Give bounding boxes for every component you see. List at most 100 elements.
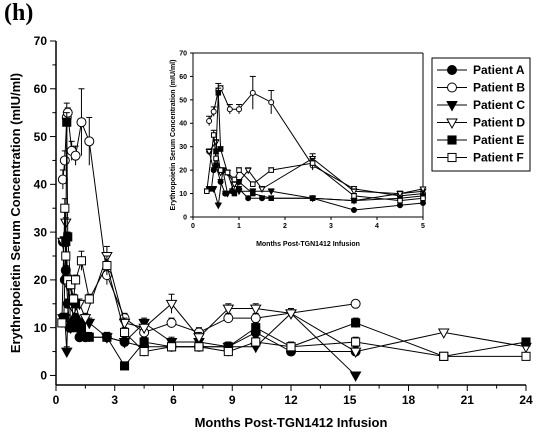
inset-y-tick-label: 50 bbox=[179, 97, 187, 104]
inset-x-tick-label: 5 bbox=[421, 223, 425, 230]
legend-label-patient-e: Patient E bbox=[473, 133, 524, 147]
inset-point-patient-d bbox=[258, 186, 266, 193]
main-point-patient-c bbox=[349, 371, 362, 382]
main-point-patient-f bbox=[166, 342, 177, 352]
main-point-patient-e bbox=[139, 337, 149, 347]
legend-marker-patient-d bbox=[446, 118, 458, 129]
inset-y-tick-label: 40 bbox=[179, 121, 187, 128]
inset-point-patient-f bbox=[210, 132, 217, 138]
inset-point-patient-a bbox=[397, 202, 403, 209]
inset-y-tick-label: 60 bbox=[179, 74, 187, 81]
inset-point-patient-f bbox=[213, 155, 219, 162]
panel-label: (h) bbox=[4, 0, 34, 26]
main-point-patient-d bbox=[165, 299, 178, 311]
main-point-patient-d bbox=[437, 328, 450, 339]
main-point-patient-f bbox=[439, 351, 449, 361]
inset-point-patient-d bbox=[205, 148, 213, 156]
inset-point-patient-e bbox=[213, 148, 219, 155]
inset-point-patient-a bbox=[245, 195, 252, 202]
main-point-patient-f bbox=[251, 337, 261, 347]
main-point-patient-e bbox=[76, 323, 87, 333]
inset-point-patient-e bbox=[217, 146, 224, 152]
inset-y-tick-label: 0 bbox=[183, 214, 187, 221]
main-point-patient-f bbox=[69, 294, 79, 304]
legend-marker-patient-f bbox=[447, 152, 457, 163]
main-point-patient-e bbox=[119, 361, 130, 371]
main-x-tick-label: 6 bbox=[170, 393, 177, 407]
legend-box bbox=[431, 57, 531, 172]
inset-point-patient-e bbox=[250, 190, 256, 197]
legend-label-patient-a: Patient A bbox=[473, 63, 525, 77]
legend-marker-patient-e bbox=[447, 135, 457, 145]
inset-point-patient-f bbox=[309, 160, 316, 166]
main-point-patient-f bbox=[84, 294, 94, 304]
main-x-tick-label: 9 bbox=[229, 393, 236, 407]
main-point-patient-b bbox=[350, 298, 361, 309]
inset-point-patient-d bbox=[244, 167, 252, 175]
inset-point-patient-f bbox=[397, 197, 403, 204]
inset-point-patient-f bbox=[224, 169, 231, 176]
main-point-patient-d bbox=[349, 347, 362, 359]
main-point-patient-d bbox=[222, 304, 235, 316]
legend-label-patient-c: Patient C bbox=[473, 98, 525, 112]
inset-point-patient-e bbox=[231, 190, 238, 197]
main-point-patient-d bbox=[193, 333, 205, 344]
inset-point-patient-b bbox=[206, 117, 213, 124]
main-point-patient-f bbox=[57, 318, 67, 328]
inset-series-patient-f bbox=[203, 129, 426, 204]
main-point-patient-f bbox=[66, 280, 76, 290]
main-point-patient-f bbox=[61, 251, 71, 261]
inset-y-tick-label: 70 bbox=[179, 50, 187, 57]
main-x-tick-label: 3 bbox=[111, 393, 118, 407]
inset-x-tick-label: 4 bbox=[375, 223, 379, 230]
main-point-patient-e bbox=[84, 332, 94, 342]
legend: Patient A Patient B Patient C Patient D Pati… bbox=[431, 57, 531, 172]
inset-point-patient-b bbox=[249, 89, 256, 96]
main-series-patient-f bbox=[57, 198, 531, 361]
main-x-tick-label: 12 bbox=[284, 393, 298, 407]
legend-marker-patient-b bbox=[447, 82, 457, 93]
main-point-patient-b bbox=[76, 117, 87, 128]
main-point-patient-b bbox=[84, 136, 95, 147]
main-y-tick-label: 40 bbox=[34, 178, 48, 192]
inset-x-tick-label: 2 bbox=[283, 223, 287, 230]
inset-point-patient-b bbox=[210, 108, 217, 115]
inset-y-tick-label: 10 bbox=[179, 191, 187, 198]
main-point-patient-e bbox=[102, 332, 112, 342]
inset-point-patient-b bbox=[236, 106, 242, 113]
main-point-patient-b bbox=[59, 155, 70, 166]
main-y-tick-label: 10 bbox=[34, 321, 48, 335]
legend-marker-patient-a bbox=[447, 65, 457, 75]
inset-y-axis-label: Erythropoietin Serum Concentration (mIU/… bbox=[170, 60, 177, 211]
inset-point-patient-f bbox=[204, 188, 210, 194]
inset-point-patient-e bbox=[309, 195, 316, 202]
inset-point-patient-e bbox=[215, 90, 222, 96]
main-point-patient-e bbox=[251, 323, 261, 333]
main-point-patient-d bbox=[285, 309, 297, 320]
main-line-patient-f bbox=[61, 208, 526, 357]
inset-point-patient-b bbox=[268, 99, 275, 106]
main-y-tick-label: 60 bbox=[34, 82, 48, 96]
inset-x-tick-label: 3 bbox=[329, 223, 333, 230]
main-x-tick-label: 0 bbox=[53, 393, 60, 407]
main-point-patient-b bbox=[166, 317, 177, 328]
main-point-patient-e bbox=[521, 337, 531, 347]
main-y-axis-label: Erythropoietin Serum Concentration (mIU/… bbox=[8, 73, 23, 353]
main-point-patient-f bbox=[521, 351, 531, 361]
inset-point-patient-f bbox=[250, 181, 256, 187]
main-point-patient-e bbox=[62, 117, 72, 127]
inset-point-patient-d bbox=[350, 188, 358, 196]
inset-point-patient-f bbox=[268, 167, 274, 173]
main-y-tick-label: 20 bbox=[34, 273, 48, 287]
inset-y-tick-label: 30 bbox=[179, 144, 187, 151]
inset-point-patient-c bbox=[214, 202, 222, 210]
inset-point-patient-f bbox=[420, 195, 426, 202]
inset-point-patient-f bbox=[351, 193, 357, 199]
main-point-patient-f bbox=[286, 342, 296, 352]
inset-point-patient-a bbox=[351, 206, 357, 213]
main-point-patient-f bbox=[119, 327, 130, 337]
inset-point-patient-a bbox=[420, 199, 426, 206]
legend-marker-patient-c bbox=[446, 101, 458, 112]
